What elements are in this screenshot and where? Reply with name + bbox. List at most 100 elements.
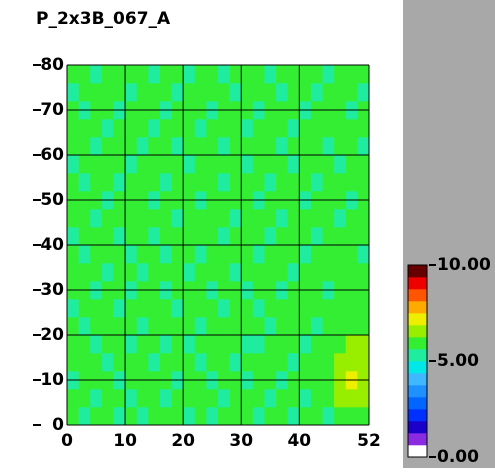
heatmap-cell <box>194 317 207 336</box>
heatmap-cell <box>252 407 265 426</box>
heatmap-cell <box>67 335 79 354</box>
heatmap-cell <box>241 299 254 318</box>
heatmap-cell <box>125 353 137 372</box>
heatmap-cell <box>264 119 277 138</box>
heatmap-cell <box>148 299 161 318</box>
heatmap-cell <box>148 155 161 174</box>
heatmap-cell <box>345 263 358 282</box>
heatmap-cell <box>218 83 230 102</box>
heatmap-cell <box>252 335 265 354</box>
heatmap-cell <box>276 119 288 138</box>
heatmap-cell <box>136 389 149 408</box>
heatmap-cell <box>206 407 219 426</box>
heatmap-cell <box>241 173 254 192</box>
heatmap-cell <box>159 209 172 228</box>
heatmap-cell <box>322 173 335 192</box>
heatmap-cell <box>171 65 184 84</box>
heatmap-cell <box>345 353 358 372</box>
colorbar-swatch <box>408 289 427 302</box>
heatmap-cell <box>287 155 300 174</box>
colorbar-frame <box>407 264 428 458</box>
heatmap-cell <box>287 407 300 426</box>
heatmap-cell <box>322 119 335 138</box>
heatmap-cell <box>206 83 219 102</box>
heatmap-cell <box>159 155 172 174</box>
heatmap-cell <box>90 407 103 426</box>
heatmap-cell <box>67 65 79 84</box>
heatmap-cell <box>101 245 114 264</box>
heatmap-cell <box>264 389 277 408</box>
colorbar-swatch <box>408 325 427 338</box>
heatmap-cell <box>322 353 335 372</box>
heatmap-cell <box>357 263 370 282</box>
heatmap-cell <box>218 155 230 174</box>
heatmap-cell <box>357 155 370 174</box>
y-tick-label: 80 <box>40 55 64 75</box>
colorbar-swatch <box>408 265 427 278</box>
heatmap-cell <box>183 137 196 156</box>
heatmap-cell <box>136 353 149 372</box>
heatmap-cell <box>357 173 370 192</box>
heatmap-cell <box>357 335 370 354</box>
heatmap-cell <box>218 119 230 138</box>
heatmap-cell <box>206 119 219 138</box>
heatmap-cell <box>252 155 265 174</box>
heatmap-cell <box>194 65 207 84</box>
heatmap-cell <box>78 407 91 426</box>
heatmap-cell <box>322 335 335 354</box>
heatmap-cell <box>241 65 254 84</box>
heatmap-cell <box>78 317 91 336</box>
heatmap-cell <box>159 299 172 318</box>
heatmap-cell <box>171 335 184 354</box>
heatmap-cell <box>101 137 114 156</box>
heatmap-cell <box>229 137 242 156</box>
heatmap-cell <box>78 335 91 354</box>
heatmap-cell <box>90 209 103 228</box>
heatmap-cell <box>345 317 358 336</box>
heatmap-cell <box>276 227 288 246</box>
heatmap-cell <box>310 389 323 408</box>
heatmap-cell <box>264 263 277 282</box>
heatmap-cell <box>310 119 323 138</box>
heatmap-cell <box>101 83 114 102</box>
heatmap-cell <box>78 299 91 318</box>
heatmap-cell <box>194 389 207 408</box>
heatmap-cell <box>136 119 149 138</box>
heatmap-cell <box>345 65 358 84</box>
heatmap-cell <box>148 389 161 408</box>
heatmap-cell <box>241 119 254 138</box>
heatmap-cell <box>264 227 277 246</box>
heatmap-cell <box>194 335 207 354</box>
heatmap-cell <box>218 65 230 84</box>
heatmap-cell <box>276 299 288 318</box>
heatmap-cell <box>183 317 196 336</box>
heatmap-cell <box>78 245 91 264</box>
heatmap-cell <box>159 137 172 156</box>
heatmap-cell <box>194 83 207 102</box>
heatmap-cell <box>229 335 242 354</box>
heatmap-cell <box>322 155 335 174</box>
heatmap-cell <box>171 299 184 318</box>
heatmap-cell <box>264 83 277 102</box>
heatmap-cell <box>183 335 196 354</box>
heatmap-cell <box>136 137 149 156</box>
heatmap-cell <box>206 299 219 318</box>
heatmap-cell <box>101 389 114 408</box>
heatmap-cell <box>334 317 347 336</box>
heatmap-cell <box>345 209 358 228</box>
heatmap-cell <box>159 335 172 354</box>
heatmap-cell <box>264 155 277 174</box>
heatmap-cell <box>101 173 114 192</box>
heatmap-cell <box>183 353 196 372</box>
heatmap-cell <box>334 389 347 408</box>
heatmap-cell <box>148 353 161 372</box>
heatmap-cell <box>252 209 265 228</box>
heatmap-cell <box>183 299 196 318</box>
colorbar-label: 0.00 <box>437 447 479 467</box>
heatmap-cell <box>125 299 137 318</box>
heatmap-cell <box>357 119 370 138</box>
x-tick-label: 0 <box>61 431 73 451</box>
heatmap-cell <box>252 353 265 372</box>
heatmap-cell <box>310 299 323 318</box>
heatmap-cell <box>357 299 370 318</box>
